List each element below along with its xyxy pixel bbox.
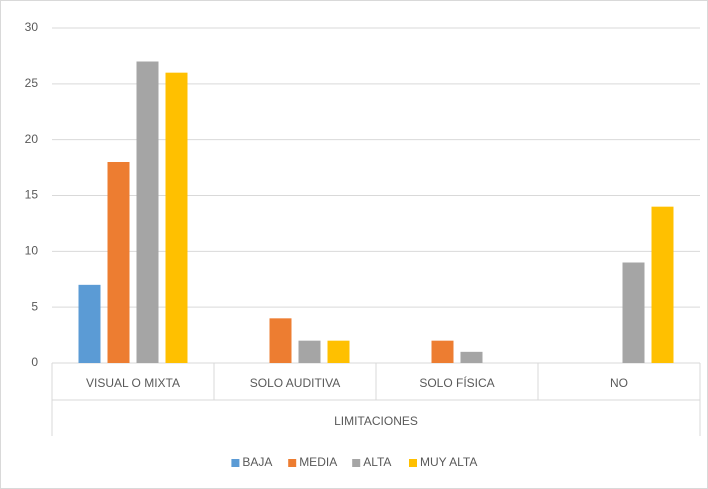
x-tick-label: SOLO FÍSICA xyxy=(419,375,494,390)
bar xyxy=(136,61,159,363)
y-tick-label: 10 xyxy=(25,244,39,258)
bar xyxy=(431,340,454,363)
y-tick-label: 5 xyxy=(31,299,38,313)
y-tick-label: 20 xyxy=(25,132,39,146)
bar xyxy=(107,162,130,363)
legend-label: ALTA xyxy=(363,455,391,469)
legend-label: BAJA xyxy=(242,455,272,469)
legend-swatch xyxy=(409,459,417,467)
legend-label: MUY ALTA xyxy=(420,455,477,469)
x-tick-label: NO xyxy=(610,376,628,390)
legend-label: MEDIA xyxy=(299,455,337,469)
x-tick-label: VISUAL O MIXTA xyxy=(86,376,180,390)
y-tick-label: 25 xyxy=(25,76,39,90)
bar xyxy=(622,262,645,363)
y-tick-label: 15 xyxy=(25,188,39,202)
bar xyxy=(269,318,292,363)
y-tick-label: 0 xyxy=(31,355,38,369)
legend-swatch xyxy=(288,459,297,467)
y-tick-label: 30 xyxy=(25,20,39,34)
bar xyxy=(165,72,188,364)
legend-swatch xyxy=(352,459,361,467)
x-axis-label: LIMITACIONES xyxy=(334,414,418,428)
bar xyxy=(298,340,321,363)
bar xyxy=(460,351,483,363)
legend-swatch xyxy=(231,459,240,467)
bar xyxy=(327,340,350,363)
bar xyxy=(651,206,674,363)
x-tick-label: SOLO AUDITIVA xyxy=(250,376,340,390)
bar xyxy=(78,284,101,363)
